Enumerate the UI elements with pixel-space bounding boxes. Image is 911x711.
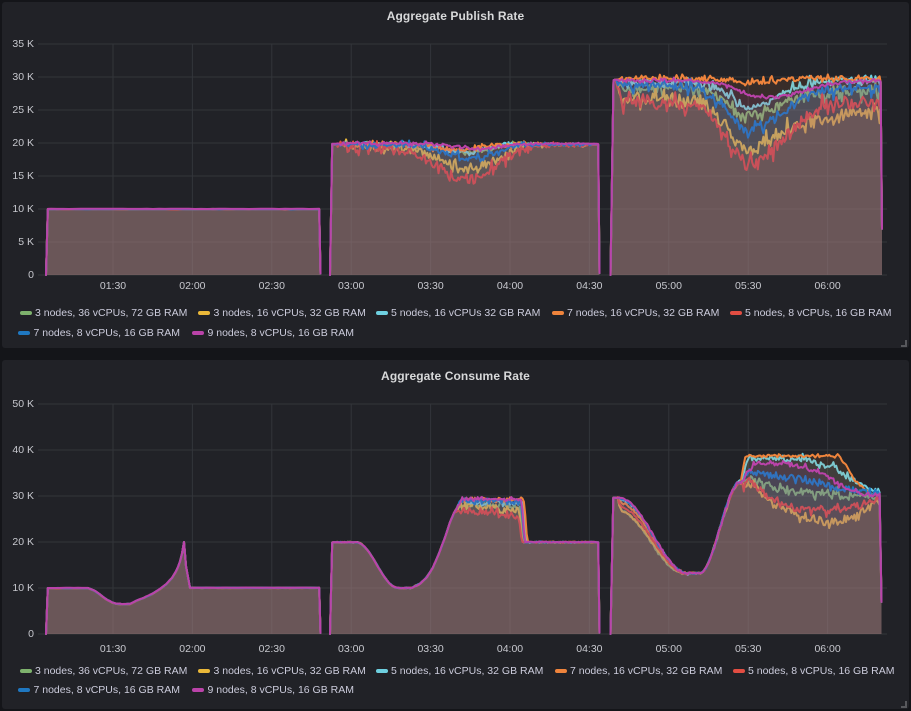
svg-text:05:30: 05:30 (735, 643, 761, 655)
svg-text:02:00: 02:00 (179, 280, 205, 292)
svg-text:30 K: 30 K (12, 71, 34, 83)
svg-text:03:30: 03:30 (417, 280, 443, 292)
svg-text:04:30: 04:30 (576, 280, 602, 292)
svg-text:04:00: 04:00 (497, 280, 523, 292)
svg-text:20 K: 20 K (12, 137, 34, 149)
svg-text:06:00: 06:00 (814, 643, 840, 655)
svg-text:30 K: 30 K (12, 490, 34, 502)
svg-text:50 K: 50 K (12, 398, 34, 410)
svg-text:10 K: 10 K (12, 582, 34, 594)
svg-text:02:30: 02:30 (259, 643, 285, 655)
svg-text:25 K: 25 K (12, 104, 34, 116)
svg-text:03:00: 03:00 (338, 280, 364, 292)
svg-text:0: 0 (28, 628, 34, 640)
svg-text:5 K: 5 K (18, 236, 34, 248)
svg-text:40 K: 40 K (12, 444, 34, 456)
svg-text:05:00: 05:00 (656, 280, 682, 292)
svg-text:03:30: 03:30 (417, 643, 443, 655)
svg-text:05:30: 05:30 (735, 280, 761, 292)
svg-text:02:00: 02:00 (179, 643, 205, 655)
svg-text:10 K: 10 K (12, 203, 34, 215)
svg-text:20 K: 20 K (12, 536, 34, 548)
svg-text:04:00: 04:00 (497, 643, 523, 655)
svg-text:05:00: 05:00 (656, 643, 682, 655)
svg-text:04:30: 04:30 (576, 643, 602, 655)
svg-text:15 K: 15 K (12, 170, 34, 182)
svg-text:03:00: 03:00 (338, 643, 364, 655)
svg-text:02:30: 02:30 (259, 280, 285, 292)
svg-text:35 K: 35 K (12, 38, 34, 50)
svg-text:0: 0 (28, 269, 34, 281)
svg-text:01:30: 01:30 (100, 643, 126, 655)
svg-text:01:30: 01:30 (100, 280, 126, 292)
svg-text:06:00: 06:00 (814, 280, 840, 292)
